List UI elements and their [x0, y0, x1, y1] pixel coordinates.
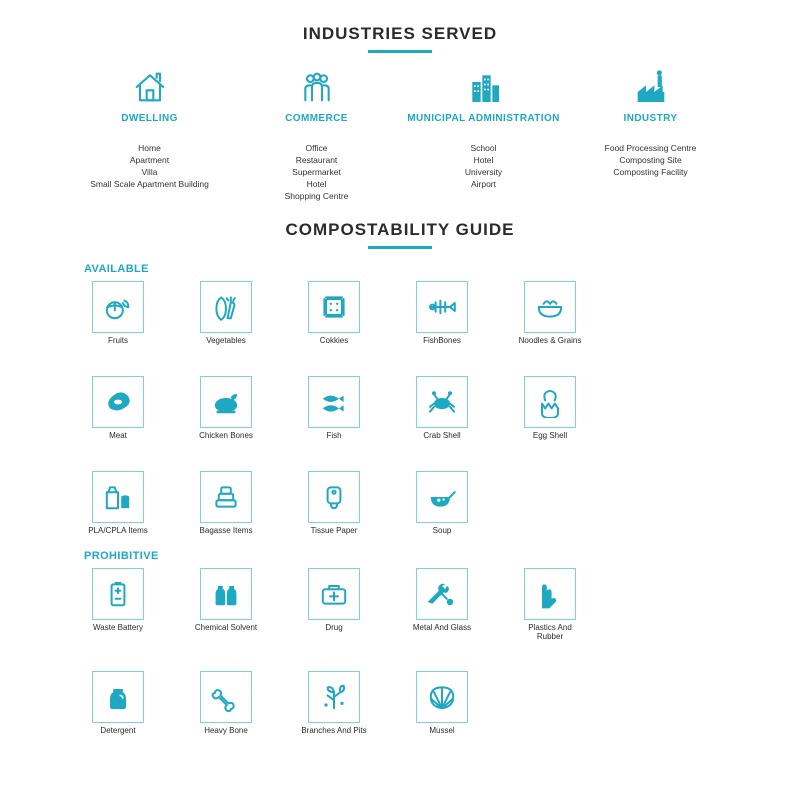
- tile-label: Chicken Bones: [192, 432, 260, 441]
- tile-label: Soup: [408, 527, 476, 536]
- bowl-icon: [524, 281, 576, 333]
- available-grid: Fruits Vegetables Cokkies FishBones Nood…: [40, 281, 760, 535]
- compost-tile: Metal And Glass: [408, 568, 476, 642]
- tissue-icon: [308, 471, 360, 523]
- compost-tile: Fish: [300, 376, 368, 441]
- tile-label: Branches And Pits: [300, 727, 368, 736]
- industry-label: DWELLING: [70, 113, 229, 137]
- tile-label: Tissue Paper: [300, 527, 368, 536]
- tile-label: FishBones: [408, 337, 476, 346]
- buildings-icon: [404, 67, 563, 107]
- compost-tile: Chemical Solvent: [192, 568, 260, 642]
- title-underline: [368, 50, 432, 53]
- tile-label: Meat: [84, 432, 152, 441]
- soup-icon: [416, 471, 468, 523]
- prohibitive-label: PROHIBITIVE: [84, 550, 760, 562]
- industries-title: INDUSTRIES SERVED: [40, 24, 760, 44]
- compost-tile: Tissue Paper: [300, 471, 368, 536]
- tile-label: Drug: [300, 624, 368, 633]
- tile-label: Mussel: [408, 727, 476, 736]
- compost-tile: Cokkies: [300, 281, 368, 346]
- tile-label: Detergent: [84, 727, 152, 736]
- industry-items: OfficeRestaurantSupermarketHotelShopping…: [237, 143, 396, 202]
- tile-label: Heavy Bone: [192, 727, 260, 736]
- prohibitive-grid: Waste Battery Chemical Solvent Drug Meta…: [40, 568, 760, 736]
- pla-icon: [92, 471, 144, 523]
- cookie-icon: [308, 281, 360, 333]
- factory-icon: [571, 67, 730, 107]
- available-label: AVAILABLE: [84, 263, 760, 275]
- industry-column: INDUSTRY Food Processing CentreCompostin…: [571, 67, 730, 202]
- fruit-icon: [92, 281, 144, 333]
- compost-tile: Drug: [300, 568, 368, 642]
- compost-tile: Chicken Bones: [192, 376, 260, 441]
- tools-icon: [416, 568, 468, 620]
- compost-tile: Noodles & Grains: [516, 281, 584, 346]
- bottles-icon: [200, 568, 252, 620]
- egg-icon: [524, 376, 576, 428]
- tile-label: Plastics And Rubber: [516, 624, 584, 642]
- tile-label: Noodles & Grains: [516, 337, 584, 346]
- compost-title: COMPOSTABILITY GUIDE: [40, 220, 760, 240]
- tile-label: Egg Shell: [516, 432, 584, 441]
- compost-tile: Heavy Bone: [192, 671, 260, 736]
- jug-icon: [92, 671, 144, 723]
- tile-label: Fish: [300, 432, 368, 441]
- bone-icon: [200, 671, 252, 723]
- compost-tile: Mussel: [408, 671, 476, 736]
- house-icon: [70, 67, 229, 107]
- industry-label: COMMERCE: [237, 113, 396, 137]
- battery-icon: [92, 568, 144, 620]
- tile-label: Metal And Glass: [408, 624, 476, 633]
- compost-tile: Waste Battery: [84, 568, 152, 642]
- tile-label: Cokkies: [300, 337, 368, 346]
- fish-icon: [308, 376, 360, 428]
- industry-column: MUNICIPAL ADMINISTRATION SchoolHotelUniv…: [404, 67, 563, 202]
- compost-tile: Egg Shell: [516, 376, 584, 441]
- compost-tile: Fruits: [84, 281, 152, 346]
- compost-tile: FishBones: [408, 281, 476, 346]
- industries-row: DWELLING HomeApartmentVillaSmall Scale A…: [40, 67, 760, 202]
- industry-items: HomeApartmentVillaSmall Scale Apartment …: [70, 143, 229, 191]
- industry-items: Food Processing CentreComposting SiteCom…: [571, 143, 730, 179]
- veg-icon: [200, 281, 252, 333]
- compost-tile: Branches And Pits: [300, 671, 368, 736]
- industry-column: COMMERCE OfficeRestaurantSupermarketHote…: [237, 67, 396, 202]
- compost-tile: Vegetables: [192, 281, 260, 346]
- title-underline: [368, 246, 432, 249]
- compost-tile: Bagasse Items: [192, 471, 260, 536]
- bagasse-icon: [200, 471, 252, 523]
- tile-label: Fruits: [84, 337, 152, 346]
- industry-label: INDUSTRY: [571, 113, 730, 137]
- medkit-icon: [308, 568, 360, 620]
- tile-label: Bagasse Items: [192, 527, 260, 536]
- compost-tile: PLA/CPLA Items: [84, 471, 152, 536]
- compost-tile: Crab Shell: [408, 376, 476, 441]
- tile-label: Chemical Solvent: [192, 624, 260, 633]
- tile-label: Vegetables: [192, 337, 260, 346]
- people-icon: [237, 67, 396, 107]
- meat-icon: [92, 376, 144, 428]
- compost-tile: Soup: [408, 471, 476, 536]
- gloves-icon: [524, 568, 576, 620]
- compost-tile: Detergent: [84, 671, 152, 736]
- industry-items: SchoolHotelUniversityAirport: [404, 143, 563, 191]
- tile-label: Waste Battery: [84, 624, 152, 633]
- fishbone-icon: [416, 281, 468, 333]
- crab-icon: [416, 376, 468, 428]
- chicken-icon: [200, 376, 252, 428]
- shell-icon: [416, 671, 468, 723]
- industry-column: DWELLING HomeApartmentVillaSmall Scale A…: [70, 67, 229, 202]
- tile-label: Crab Shell: [408, 432, 476, 441]
- branch-icon: [308, 671, 360, 723]
- tile-label: PLA/CPLA Items: [84, 527, 152, 536]
- compost-tile: Plastics And Rubber: [516, 568, 584, 642]
- industry-label: MUNICIPAL ADMINISTRATION: [404, 113, 563, 137]
- compost-tile: Meat: [84, 376, 152, 441]
